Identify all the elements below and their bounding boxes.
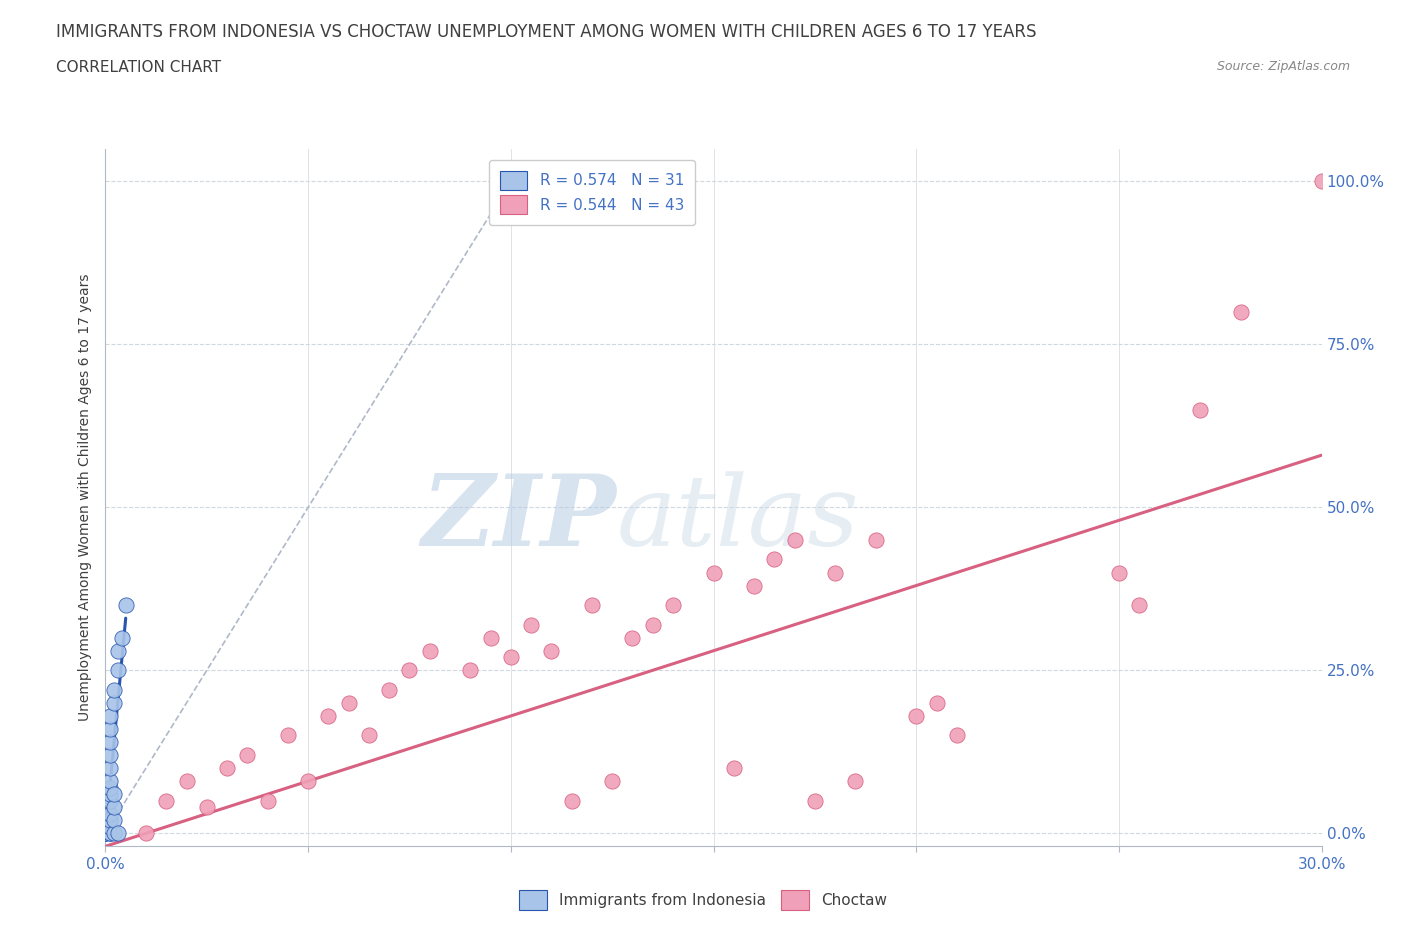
Point: [103, 696, 125, 711]
Point: [98, 709, 121, 724]
Point: [111, 631, 134, 645]
Text: CORRELATION CHART: CORRELATION CHART: [56, 60, 221, 75]
Point: [479, 631, 502, 645]
Point: [98, 793, 121, 808]
Point: [236, 748, 259, 763]
Point: [641, 618, 664, 632]
Point: [561, 793, 583, 808]
Point: [98, 813, 121, 828]
Point: [398, 663, 420, 678]
Point: [419, 644, 441, 658]
Point: [742, 578, 765, 593]
Point: [103, 800, 125, 815]
Text: Source: ZipAtlas.com: Source: ZipAtlas.com: [1216, 60, 1350, 73]
Point: [357, 728, 380, 743]
Point: [98, 722, 121, 737]
Point: [135, 826, 157, 841]
Point: [103, 826, 125, 841]
Point: [1108, 565, 1130, 580]
Point: [94, 819, 117, 834]
Point: [844, 774, 866, 789]
Point: [723, 761, 745, 776]
Point: [98, 761, 121, 776]
Point: [98, 774, 121, 789]
Point: [98, 826, 121, 841]
Point: [98, 787, 121, 802]
Point: [94, 826, 117, 841]
Point: [337, 696, 360, 711]
Point: [103, 813, 125, 828]
Point: [98, 748, 121, 763]
Point: [195, 800, 218, 815]
Point: [98, 780, 121, 795]
Point: [114, 598, 136, 613]
Point: [107, 663, 129, 678]
Point: [458, 663, 481, 678]
Text: ZIP: ZIP: [422, 471, 616, 566]
Point: [297, 774, 319, 789]
Point: [318, 709, 340, 724]
Point: [702, 565, 725, 580]
Legend: R = 0.574   N = 31, R = 0.544   N = 43: R = 0.574 N = 31, R = 0.544 N = 43: [489, 160, 695, 225]
Point: [662, 598, 685, 613]
Point: [621, 631, 644, 645]
Point: [176, 774, 198, 789]
Point: [256, 793, 278, 808]
Point: [98, 826, 121, 841]
Point: [905, 709, 928, 724]
Point: [98, 735, 121, 750]
Point: [277, 728, 299, 743]
Point: [1310, 174, 1333, 189]
Point: [94, 826, 117, 841]
Legend: Immigrants from Indonesia, Choctaw: Immigrants from Indonesia, Choctaw: [512, 883, 894, 918]
Point: [763, 552, 786, 567]
Point: [217, 761, 239, 776]
Point: [804, 793, 827, 808]
Point: [103, 683, 125, 698]
Point: [824, 565, 846, 580]
Point: [107, 644, 129, 658]
Point: [98, 806, 121, 821]
Point: [783, 533, 806, 548]
Point: [1128, 598, 1150, 613]
Point: [925, 696, 948, 711]
Point: [540, 644, 562, 658]
Point: [1229, 304, 1251, 319]
Point: [98, 826, 121, 841]
Point: [520, 618, 543, 632]
Point: [107, 826, 129, 841]
Text: atlas: atlas: [616, 471, 859, 566]
Point: [1189, 402, 1212, 417]
Point: [499, 650, 522, 665]
Point: [581, 598, 603, 613]
Point: [945, 728, 967, 743]
Point: [98, 819, 121, 834]
Point: [103, 787, 125, 802]
Point: [94, 826, 117, 841]
Point: [600, 774, 623, 789]
Point: [155, 793, 177, 808]
Point: [378, 683, 401, 698]
Text: IMMIGRANTS FROM INDONESIA VS CHOCTAW UNEMPLOYMENT AMONG WOMEN WITH CHILDREN AGES: IMMIGRANTS FROM INDONESIA VS CHOCTAW UNE…: [56, 23, 1036, 41]
Y-axis label: Unemployment Among Women with Children Ages 6 to 17 years: Unemployment Among Women with Children A…: [79, 273, 93, 722]
Point: [94, 826, 117, 841]
Point: [865, 533, 887, 548]
